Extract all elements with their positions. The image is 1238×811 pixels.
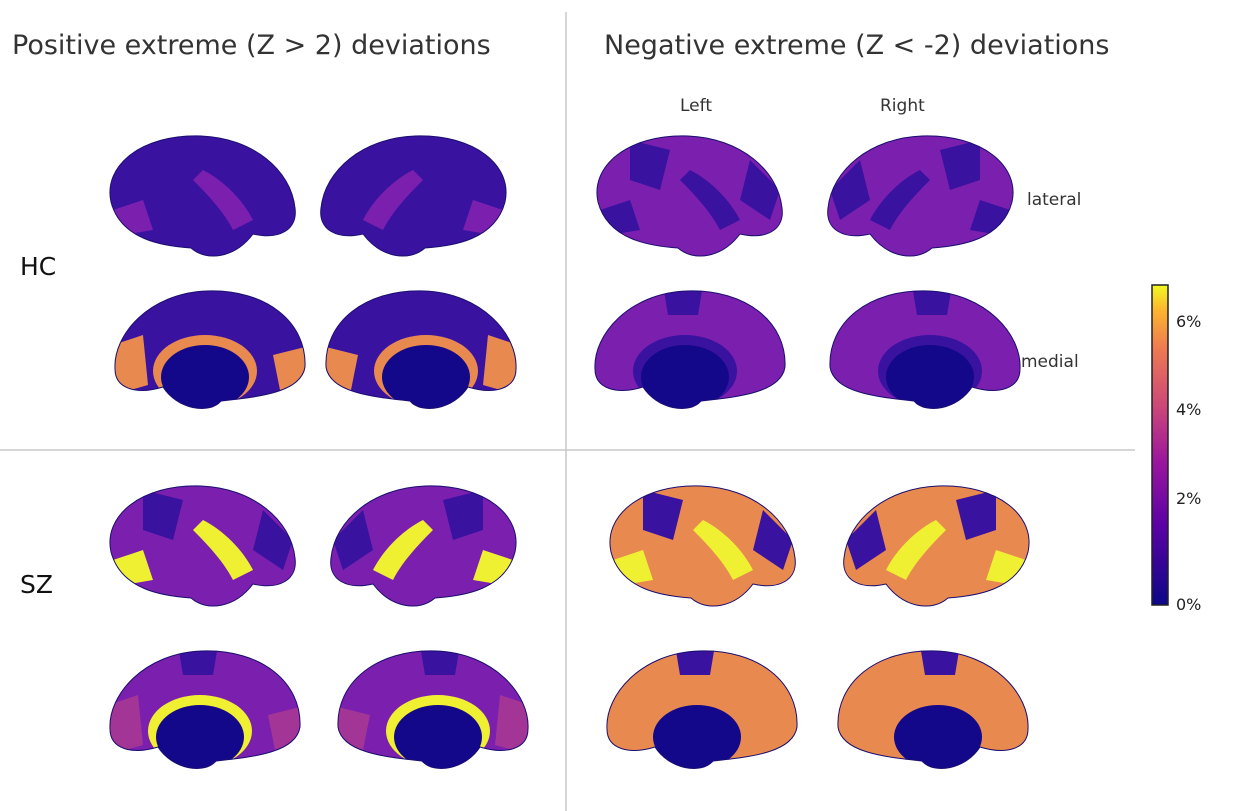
colorbar-tick-2: 2% (1176, 489, 1202, 508)
hc-pos-right-medial (325, 290, 517, 409)
positive-deviations-title: Positive extreme (Z > 2) deviations (12, 30, 491, 61)
colorbar-tick-6: 6% (1176, 312, 1202, 331)
sz-pos-left-medial (109, 650, 301, 769)
colorbar-tick-0: 0% (1176, 595, 1202, 614)
negative-deviations-title: Negative extreme (Z < -2) deviations (604, 30, 1110, 61)
hc-neg-left-lateral (596, 135, 783, 257)
medial-view-label: medial (1021, 352, 1079, 372)
sz-neg-right-medial (837, 650, 1029, 769)
sz-neg-left-lateral (609, 485, 796, 607)
colorbar (1151, 284, 1169, 606)
sz-pos-right-lateral (330, 485, 517, 607)
sz-neg-left-medial (606, 650, 798, 769)
hc-pos-left-lateral (109, 135, 296, 257)
row-label-hc: HC (20, 252, 57, 281)
hc-pos-right-lateral (320, 135, 507, 257)
hc-neg-left-medial (594, 290, 786, 409)
sz-pos-left-lateral (109, 485, 296, 607)
row-label-sz: SZ (20, 570, 53, 599)
hc-pos-left-medial (114, 290, 306, 409)
hc-neg-right-lateral (827, 135, 1014, 257)
right-hemisphere-label: Right (880, 96, 925, 116)
colorbar-tick-4: 4% (1176, 400, 1202, 419)
lateral-view-label: lateral (1027, 190, 1082, 210)
sz-pos-right-medial (337, 650, 529, 769)
hc-neg-right-medial (829, 290, 1021, 409)
brain-surfaces (109, 135, 1030, 769)
left-hemisphere-label: Left (680, 96, 712, 116)
sz-neg-right-lateral (843, 485, 1030, 607)
